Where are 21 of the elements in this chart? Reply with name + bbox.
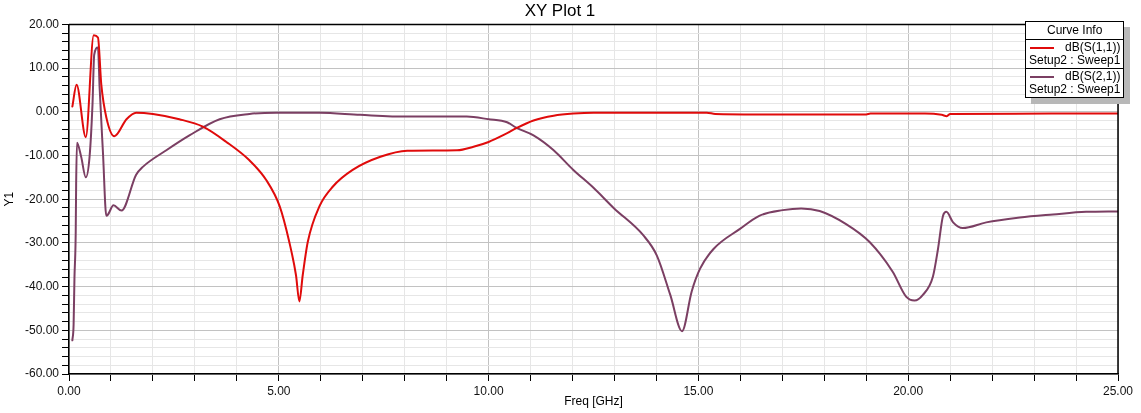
y-axis-title: Y1 <box>1 191 16 207</box>
y-tick-label: -20.00 <box>24 191 60 206</box>
y-tick-label: 20.00 <box>28 16 60 31</box>
x-axis-title: Freq [GHz] <box>564 394 623 409</box>
legend-title: Curve Info <box>1026 22 1124 41</box>
line-series <box>71 34 1118 303</box>
x-tick-label: 15.00 <box>683 383 714 398</box>
x-tick-label: 25.00 <box>1102 383 1134 398</box>
x-tick-label: 0.00 <box>57 383 81 398</box>
chart-title: XY Plot 1 <box>524 0 596 20</box>
y-tick-label: -10.00 <box>24 147 60 162</box>
y-tick-label: 0.00 <box>35 104 60 119</box>
y-tick-label: -60.00 <box>24 366 60 381</box>
legend-label: dB(S(2,1)) Setup2 : Sweep1 <box>1029 69 1121 97</box>
y-tick-label: -50.00 <box>24 322 60 337</box>
y-tick-label: 10.00 <box>28 60 60 75</box>
x-tick-label: 5.00 <box>267 383 291 398</box>
x-tick-label: 20.00 <box>893 383 924 398</box>
x-tick-label: 10.00 <box>473 383 504 398</box>
y-tick-label: -30.00 <box>24 235 60 250</box>
y-tick-label: -40.00 <box>24 278 60 293</box>
